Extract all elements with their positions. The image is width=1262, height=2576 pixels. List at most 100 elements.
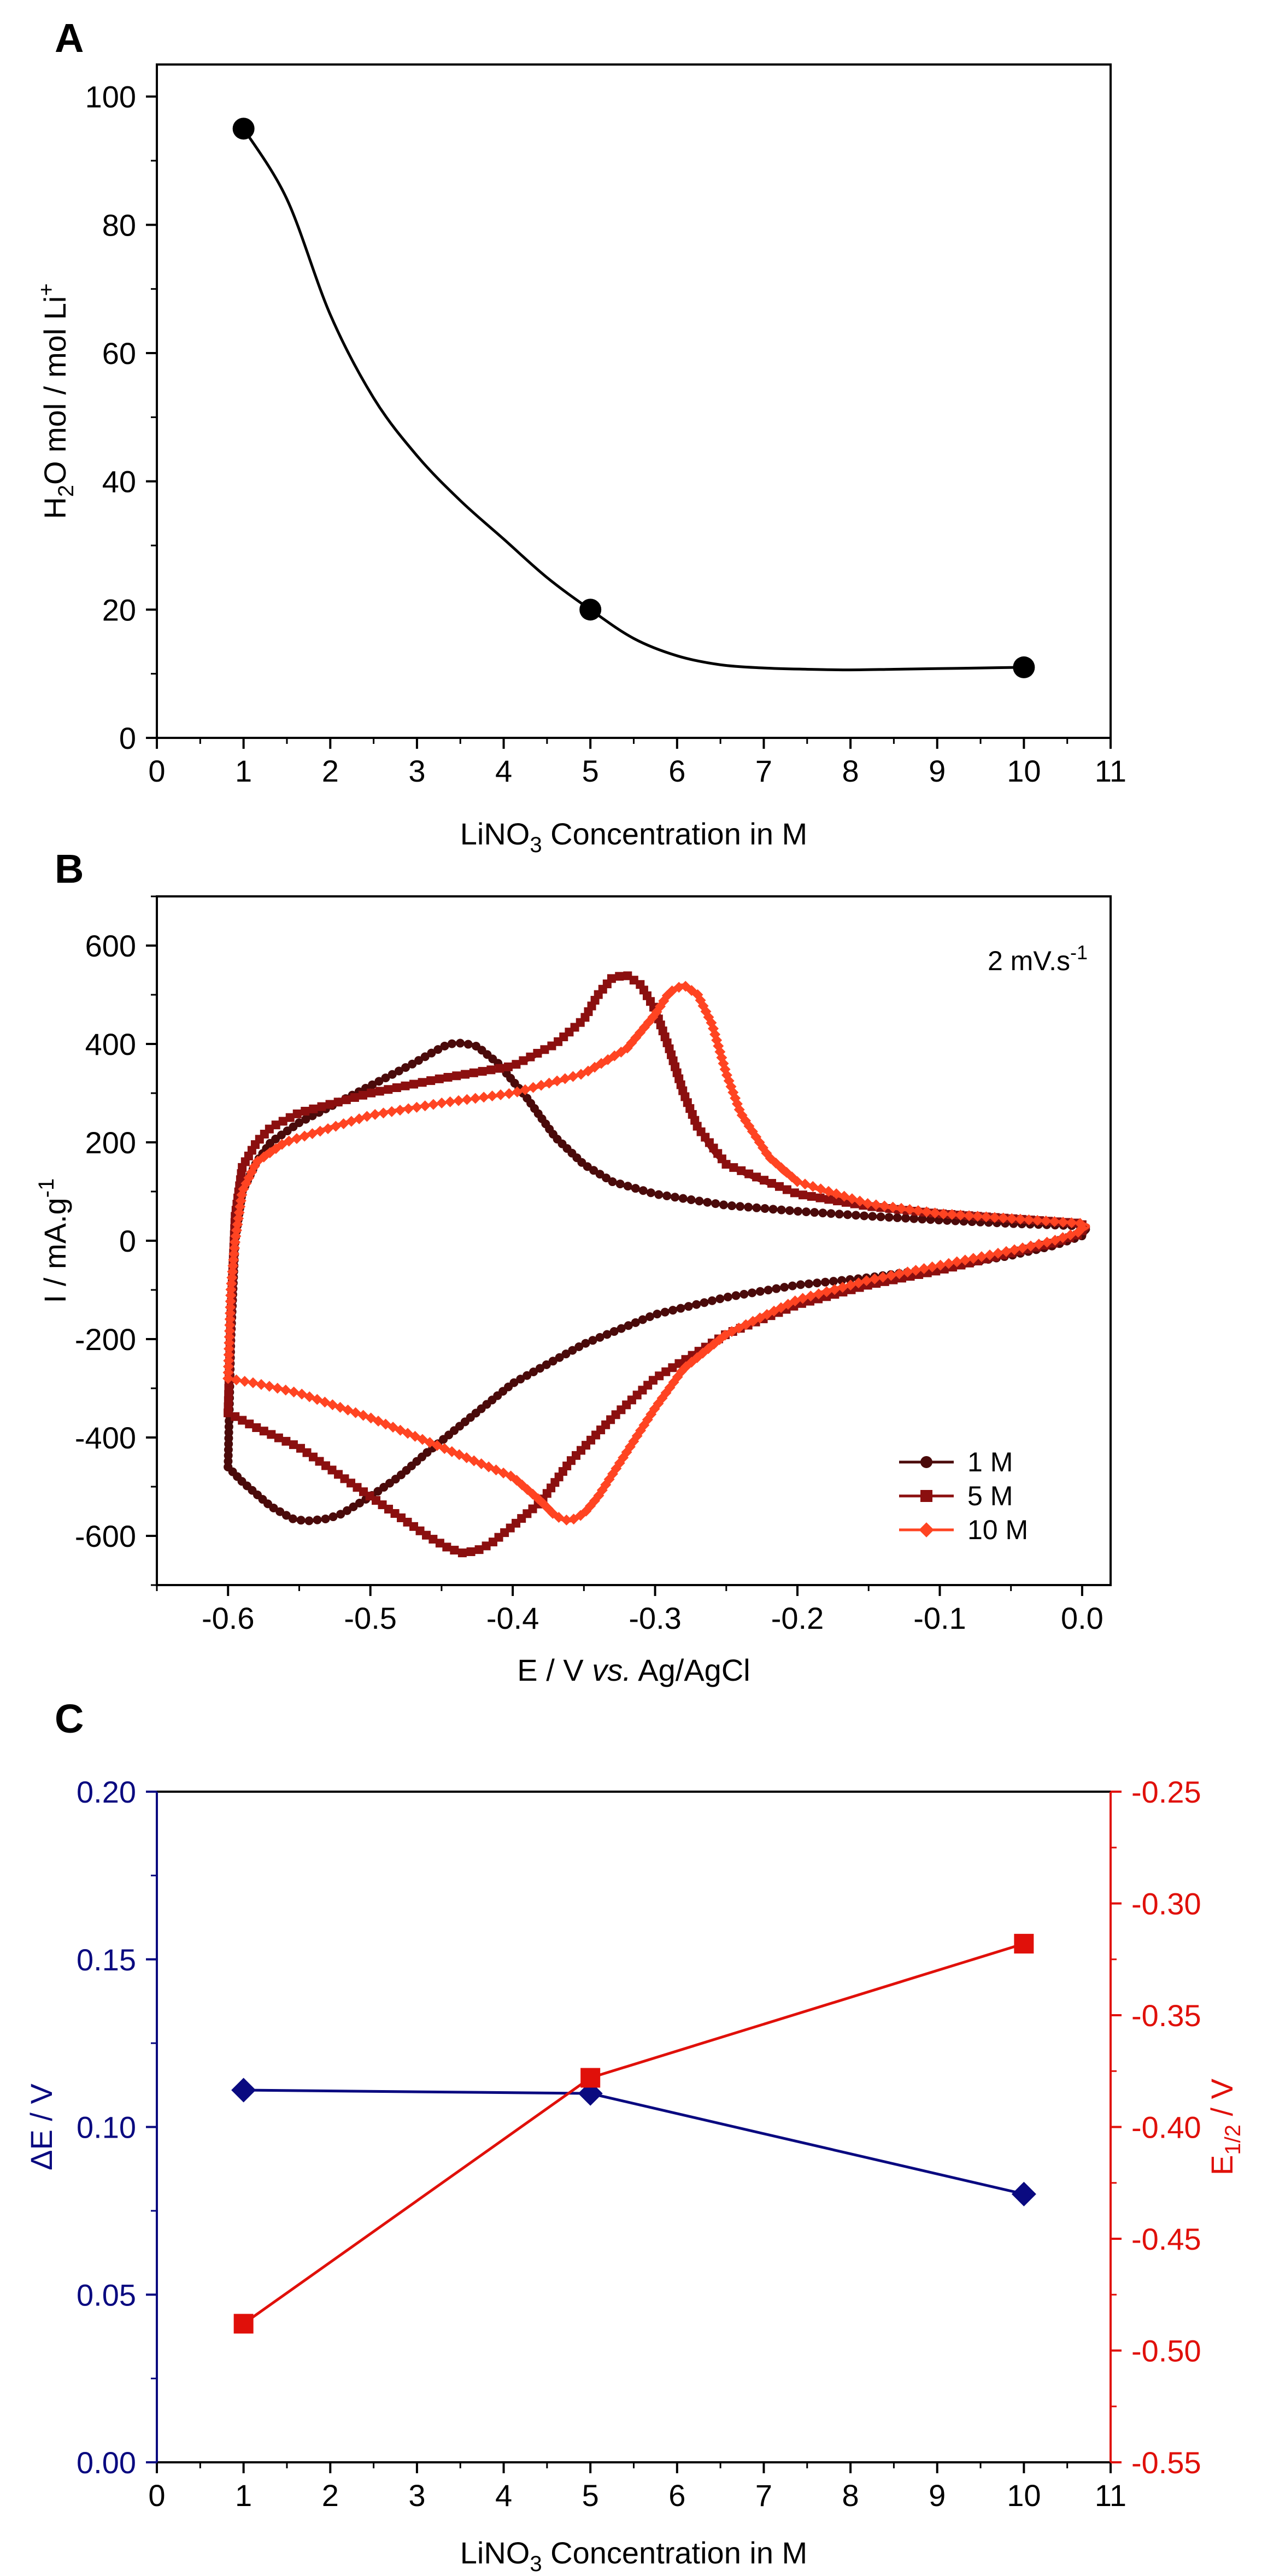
data-point	[224, 1409, 233, 1417]
data-point	[533, 1049, 542, 1058]
data-point	[589, 1166, 598, 1175]
data-point	[231, 2078, 256, 2103]
data-point	[429, 1535, 438, 1544]
data-point	[420, 1052, 430, 1061]
x-tick-label: 1	[235, 754, 252, 788]
legend-marker	[920, 1456, 932, 1468]
data-point	[1014, 1213, 1026, 1225]
series-line	[243, 2088, 1024, 2196]
data-point	[486, 1065, 496, 1075]
panel-c: C 0 1 2 3 4 5 6 7 8 9 10 11 0.00 0.05 0.10 0.15 0.20 -0.55…	[24, 1696, 1245, 2576]
data-point	[860, 1211, 869, 1220]
data-point	[304, 1516, 314, 1525]
data-point	[440, 1041, 449, 1051]
data-point	[615, 1180, 625, 1189]
x-tick-label: 7	[755, 754, 772, 788]
data-point	[488, 1538, 497, 1547]
data-point	[281, 1436, 291, 1446]
data-point	[225, 1290, 237, 1301]
data-point	[638, 1315, 647, 1324]
y-right-tick-label: -0.40	[1131, 2110, 1201, 2145]
data-point	[764, 1286, 773, 1295]
y-label-pre: H	[38, 497, 72, 519]
data-point	[861, 1275, 872, 1287]
data-point	[222, 1367, 234, 1378]
data-point	[938, 1208, 949, 1219]
data-point	[723, 1292, 732, 1301]
y-axis-label: ΔE / V	[24, 2083, 58, 2170]
data-point	[238, 1416, 247, 1425]
data-point	[442, 1542, 451, 1552]
data-point	[837, 1282, 848, 1293]
data-point	[355, 1498, 364, 1507]
data-point	[232, 118, 255, 140]
y-tick-label: 0.10	[77, 2110, 136, 2145]
data-point	[1049, 1235, 1061, 1246]
data-point	[815, 1193, 825, 1202]
series-line	[226, 1041, 1090, 1523]
data-point	[313, 1515, 322, 1524]
data-point	[457, 1548, 467, 1558]
y-axis-label: I / mA.g-1	[34, 1178, 72, 1304]
data-point	[295, 1118, 304, 1128]
data-point	[301, 1107, 310, 1116]
data-point	[580, 2068, 601, 2088]
data-point	[624, 1321, 633, 1330]
data-point	[583, 1162, 592, 1171]
y-right-tick-label: -0.55	[1131, 2445, 1201, 2480]
data-point	[349, 1502, 358, 1511]
data-point	[519, 1084, 531, 1095]
data-point	[673, 982, 685, 993]
data-point	[222, 1373, 234, 1384]
data-point	[403, 1103, 414, 1114]
data-point	[388, 1070, 397, 1079]
y-tick-label: 100	[85, 80, 136, 114]
data-point	[1017, 1242, 1028, 1254]
data-point	[835, 1210, 844, 1219]
data-point	[223, 1355, 234, 1366]
data-point	[466, 1547, 476, 1556]
data-point	[707, 1296, 717, 1305]
data-point	[447, 1039, 456, 1048]
data-point	[772, 1284, 781, 1293]
data-point	[543, 1077, 555, 1089]
data-point	[418, 1078, 427, 1087]
data-point	[292, 1109, 302, 1118]
data-point	[482, 1541, 491, 1551]
data-point	[607, 974, 616, 983]
data-point	[535, 1364, 544, 1373]
data-point	[736, 1202, 745, 1211]
data-point	[812, 1278, 821, 1288]
data-point	[686, 1195, 696, 1204]
data-point	[259, 1427, 268, 1436]
y-right-tick-label: -0.35	[1131, 1998, 1201, 2033]
data-point	[595, 1333, 604, 1342]
y-label-sub: 2	[54, 485, 78, 497]
y-tick-label: 0.15	[77, 1943, 136, 1977]
x-tick-label: 2	[322, 754, 339, 788]
data-point	[810, 1208, 819, 1217]
x-tick-label: 0.0	[1061, 1601, 1103, 1635]
data-point	[401, 1063, 410, 1072]
x-tick-label: 11	[1095, 754, 1126, 788]
data-point	[976, 1251, 987, 1263]
data-point	[884, 1213, 894, 1222]
x-tick-label: 9	[929, 2478, 946, 2513]
data-point	[426, 1076, 436, 1085]
data-point	[912, 1205, 924, 1217]
y-tick-label: 0.00	[77, 2445, 136, 2480]
plot-frame	[156, 63, 1112, 739]
panel-label: A	[55, 15, 84, 61]
data-point	[271, 1120, 280, 1130]
data-point	[981, 1211, 992, 1223]
data-point	[1041, 1236, 1053, 1248]
data-point	[1032, 1214, 1043, 1226]
data-point	[984, 1249, 995, 1261]
data-point	[829, 1277, 838, 1286]
data-point	[729, 1163, 738, 1172]
legend-label: 5 M	[967, 1481, 1013, 1511]
data-point	[885, 1270, 897, 1281]
data-point	[921, 1206, 932, 1218]
